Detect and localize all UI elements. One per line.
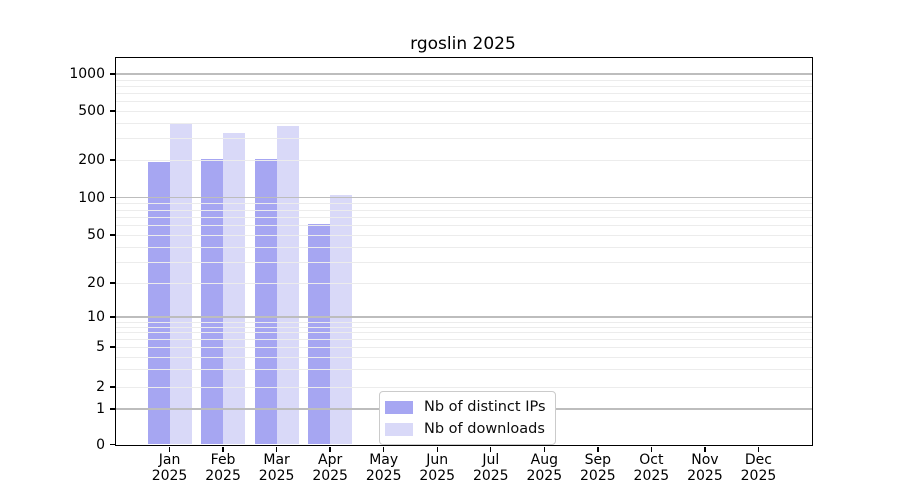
x-tick-label: May 2025 — [365, 452, 402, 484]
x-tick-mark — [382, 446, 385, 452]
x-tick-label: Apr 2025 — [312, 452, 348, 484]
y-tick-label: 500 — [78, 103, 105, 119]
gridline-minor — [116, 216, 812, 218]
gridline-minor — [116, 203, 812, 205]
gridline-minor — [116, 369, 812, 371]
y-tick-mark — [109, 386, 115, 388]
plot-area: Jan 2025 Feb 2025 Mar 2025 Apr 2025 May 2025 Jun 20… — [69, 57, 813, 484]
x-tick-mark — [490, 446, 492, 452]
gridline-minor — [116, 387, 812, 388]
legend-label-downloads: Nb of downloads — [424, 421, 545, 437]
bar-distinct-ips — [308, 224, 331, 445]
gridline-major — [116, 316, 812, 318]
y-tick-mark — [109, 408, 115, 410]
gridline-minor — [116, 261, 812, 263]
x-tick-label: Jul 2025 — [472, 452, 509, 484]
x-tick-label: Mar 2025 — [258, 452, 295, 484]
y-tick-label: 50 — [87, 227, 105, 243]
y-tick-mark — [109, 282, 115, 284]
legend-label-distinct-ips: Nb of distinct IPs — [424, 399, 546, 415]
gridline-minor — [116, 209, 812, 211]
gridline-minor — [116, 246, 812, 248]
gridline-major — [116, 73, 812, 75]
gridline-minor — [116, 339, 812, 341]
x-tick-mark — [597, 446, 599, 452]
x-tick-mark — [436, 446, 438, 452]
y-tick-mark — [109, 316, 115, 318]
x-tick-mark — [704, 446, 706, 452]
gridline-minor — [116, 111, 812, 112]
gridline-minor — [116, 235, 812, 236]
y-tick-mark — [109, 110, 115, 112]
bar-downloads — [223, 133, 246, 445]
x-tick-mark — [650, 446, 653, 452]
gridline-minor — [116, 138, 812, 140]
gridline-minor — [116, 326, 812, 328]
x-tick-mark — [275, 446, 278, 452]
y-tick-label: 0 — [96, 436, 105, 453]
x-tick-label: Feb 2025 — [205, 452, 241, 484]
gridline-minor — [116, 101, 812, 103]
gridline-minor — [116, 85, 812, 87]
x-tick-label: Dec 2025 — [740, 452, 777, 484]
x-tick-mark — [543, 446, 545, 452]
y-tick-label: 5 — [96, 339, 105, 355]
gridline-minor — [116, 122, 812, 124]
x-tick-label: Sep 2025 — [580, 452, 616, 484]
bar-distinct-ips — [147, 161, 170, 445]
y-tick-label: 1 — [96, 401, 105, 417]
legend-item-downloads: Nb of downloads — [385, 421, 546, 437]
y-tick-mark — [109, 196, 115, 199]
y-tick-label: 10 — [87, 309, 105, 325]
bar-downloads — [276, 126, 299, 445]
x-tick-label: Jun 2025 — [419, 452, 456, 484]
gridline-minor — [116, 356, 812, 358]
bar-distinct-ips — [254, 158, 277, 445]
legend: Nb of distinct IPs Nb of downloads — [379, 391, 556, 445]
bar-distinct-ips — [201, 158, 224, 445]
y-tick-label: 100 — [78, 189, 105, 206]
y-tick-label: 2 — [96, 379, 105, 395]
gridline-minor — [116, 321, 812, 323]
gridline-minor — [116, 225, 812, 227]
x-tick-mark — [168, 446, 171, 452]
y-tick-label: 200 — [78, 152, 105, 168]
gridline-minor — [116, 79, 812, 81]
y-tick-mark — [109, 234, 115, 236]
y-tick-label: 1000 — [69, 66, 105, 82]
gridline-minor — [116, 332, 812, 334]
legend-item-distinct-ips: Nb of distinct IPs — [385, 399, 546, 415]
x-tick-mark — [329, 446, 331, 452]
y-tick-mark — [109, 73, 115, 75]
legend-swatch-downloads — [385, 422, 413, 436]
chart-title: rgoslin 2025 — [410, 34, 516, 54]
y-tick-mark — [109, 443, 115, 446]
y-tick-mark — [109, 346, 115, 348]
bar-downloads — [169, 124, 192, 445]
gridline-minor — [116, 160, 812, 161]
y-tick-mark — [109, 159, 115, 161]
gridline-minor — [116, 283, 812, 284]
x-tick-label: Nov 2025 — [687, 452, 723, 484]
x-tick-label: Oct 2025 — [633, 452, 670, 484]
gridline-major — [116, 196, 812, 199]
legend-swatch-distinct-ips — [385, 400, 413, 414]
y-tick-label: 20 — [87, 275, 105, 291]
x-tick-mark — [222, 446, 224, 452]
gridline-minor — [116, 347, 812, 348]
x-tick-label: Aug 2025 — [526, 452, 563, 484]
x-tick-label: Jan 2025 — [151, 452, 188, 484]
x-tick-mark — [757, 446, 760, 452]
gridline-minor — [116, 93, 812, 95]
bar-downloads — [330, 195, 353, 445]
